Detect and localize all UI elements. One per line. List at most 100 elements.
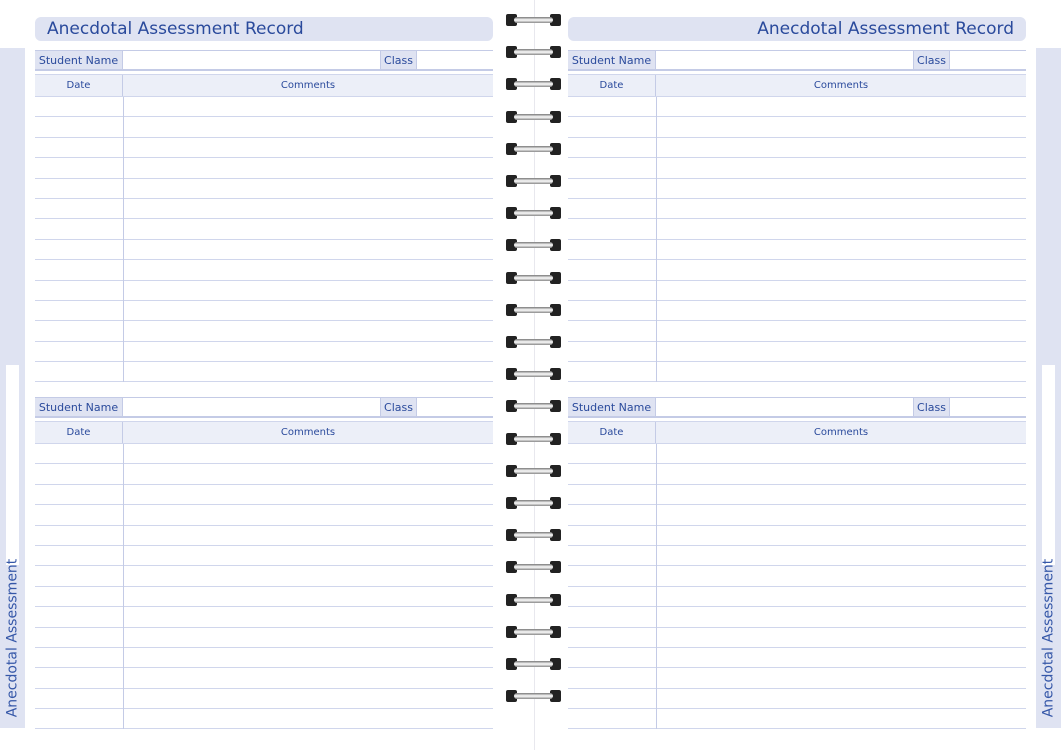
record-block: Student Name Class Date Comments (568, 50, 1026, 383)
entry-row[interactable] (35, 689, 493, 710)
entry-row[interactable] (35, 648, 493, 669)
class-field[interactable] (950, 51, 1026, 69)
entry-row[interactable] (568, 668, 1026, 689)
entry-row[interactable] (568, 505, 1026, 526)
entry-row[interactable] (35, 219, 493, 240)
page-title: Anecdotal Assessment Record (35, 17, 493, 41)
side-tab-label: Anecdotal Assessment (4, 558, 21, 718)
class-label: Class (913, 51, 950, 69)
side-tab-left: Anecdotal Assessment (0, 48, 25, 728)
spiral-ring (506, 658, 561, 670)
class-field[interactable] (417, 51, 493, 69)
record-block: Student Name Class Date Comments (35, 50, 493, 383)
student-name-field[interactable] (123, 398, 380, 416)
spiral-ring (506, 497, 561, 509)
record-block: Student Name Class Date Comments (568, 397, 1026, 730)
entry-row[interactable] (568, 444, 1026, 465)
entry-row[interactable] (568, 158, 1026, 179)
entry-row[interactable] (568, 260, 1026, 281)
record-block: Student Name Class Date Comments (35, 397, 493, 730)
entry-row[interactable] (568, 301, 1026, 322)
spiral-ring (506, 14, 561, 26)
date-header: Date (35, 75, 123, 96)
student-name-label: Student Name (35, 398, 123, 416)
side-tab-label: Anecdotal Assessment (1040, 558, 1057, 718)
spiral-ring (506, 368, 561, 381)
entry-row[interactable] (568, 199, 1026, 220)
entry-row[interactable] (35, 158, 493, 179)
entry-row[interactable] (35, 321, 493, 342)
student-name-field[interactable] (123, 51, 380, 69)
entry-row[interactable] (35, 199, 493, 220)
entry-row[interactable] (35, 281, 493, 301)
right-page: Anecdotal Assessment Record Student Name… (568, 17, 1026, 730)
entry-row[interactable] (568, 607, 1026, 628)
entry-row[interactable] (35, 607, 493, 628)
student-name-field[interactable] (656, 51, 913, 69)
entry-row[interactable] (35, 362, 493, 383)
entry-row[interactable] (568, 689, 1026, 710)
spiral-ring (506, 110, 561, 123)
entry-row[interactable] (568, 485, 1026, 506)
entry-row[interactable] (35, 668, 493, 689)
date-header: Date (35, 422, 123, 443)
entry-row[interactable] (568, 546, 1026, 567)
entry-row[interactable] (568, 138, 1026, 159)
entry-row[interactable] (35, 587, 493, 608)
entry-row[interactable] (568, 566, 1026, 587)
entry-row[interactable] (35, 546, 493, 567)
entry-row[interactable] (35, 179, 493, 199)
spiral-ring (506, 46, 561, 59)
entry-row[interactable] (568, 117, 1026, 138)
entry-row[interactable] (35, 526, 493, 546)
student-name-label: Student Name (568, 51, 656, 69)
spiral-ring (506, 400, 561, 413)
class-label: Class (913, 398, 950, 416)
entry-row[interactable] (35, 628, 493, 648)
entry-row[interactable] (568, 464, 1026, 485)
date-header: Date (568, 75, 656, 96)
entry-row[interactable] (568, 219, 1026, 240)
entry-row[interactable] (568, 281, 1026, 301)
entry-row[interactable] (35, 240, 493, 261)
side-tab-right: Anecdotal Assessment (1036, 48, 1061, 728)
entry-row[interactable] (568, 179, 1026, 199)
entry-row[interactable] (35, 505, 493, 526)
entry-row[interactable] (568, 342, 1026, 363)
entry-row[interactable] (568, 628, 1026, 648)
entry-row[interactable] (568, 587, 1026, 608)
entry-row[interactable] (568, 97, 1026, 118)
entry-row[interactable] (568, 240, 1026, 261)
comments-header: Comments (813, 427, 869, 438)
class-field[interactable] (417, 398, 493, 416)
class-field[interactable] (950, 398, 1026, 416)
page-title: Anecdotal Assessment Record (568, 17, 1026, 41)
spiral-ring (506, 78, 561, 91)
entry-row[interactable] (35, 485, 493, 506)
spiral-ring (506, 175, 561, 187)
entry-row[interactable] (35, 566, 493, 587)
entry-row[interactable] (35, 709, 493, 730)
spiral-ring (506, 303, 561, 316)
comments-header: Comments (813, 80, 869, 91)
entry-row[interactable] (568, 648, 1026, 669)
entry-row[interactable] (35, 138, 493, 159)
student-name-label: Student Name (35, 51, 123, 69)
entry-row[interactable] (568, 526, 1026, 546)
student-name-label: Student Name (568, 398, 656, 416)
entry-row[interactable] (35, 342, 493, 363)
entry-row[interactable] (35, 301, 493, 322)
spiral-ring (506, 464, 561, 477)
date-header: Date (568, 422, 656, 443)
entry-row[interactable] (568, 321, 1026, 342)
entry-row[interactable] (35, 444, 493, 465)
spiral-ring (506, 593, 561, 606)
entry-row[interactable] (568, 709, 1026, 730)
entry-row[interactable] (35, 260, 493, 281)
entry-row[interactable] (35, 117, 493, 138)
entry-row[interactable] (35, 97, 493, 118)
entry-row[interactable] (568, 362, 1026, 383)
spiral-ring (506, 529, 561, 542)
entry-row[interactable] (35, 464, 493, 485)
student-name-field[interactable] (656, 398, 913, 416)
